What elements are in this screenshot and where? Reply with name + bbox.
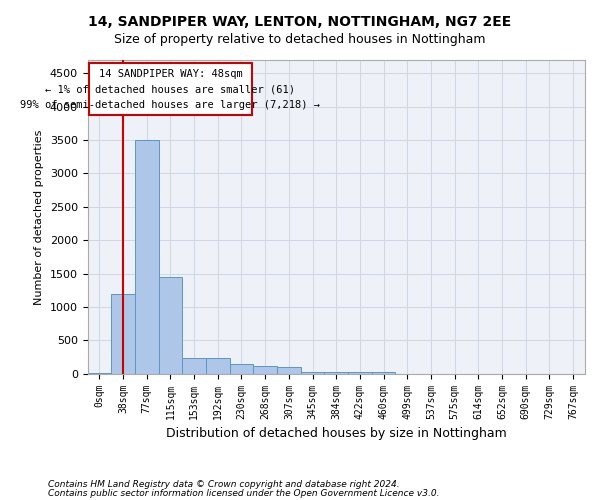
Bar bbox=[301, 372, 325, 374]
Text: Contains HM Land Registry data © Crown copyright and database right 2024.: Contains HM Land Registry data © Crown c… bbox=[48, 480, 400, 489]
Bar bbox=[230, 364, 253, 374]
Bar bbox=[325, 372, 348, 374]
Bar bbox=[372, 372, 395, 374]
Bar bbox=[111, 294, 135, 374]
Text: Contains public sector information licensed under the Open Government Licence v3: Contains public sector information licen… bbox=[48, 488, 439, 498]
Bar bbox=[277, 367, 301, 374]
Text: 99% of semi-detached houses are larger (7,218) →: 99% of semi-detached houses are larger (… bbox=[20, 100, 320, 110]
Bar bbox=[348, 372, 372, 374]
Y-axis label: Number of detached properties: Number of detached properties bbox=[34, 129, 44, 304]
Text: Size of property relative to detached houses in Nottingham: Size of property relative to detached ho… bbox=[114, 32, 486, 46]
Bar bbox=[206, 358, 230, 374]
Text: 14 SANDPIPER WAY: 48sqm: 14 SANDPIPER WAY: 48sqm bbox=[98, 68, 242, 78]
X-axis label: Distribution of detached houses by size in Nottingham: Distribution of detached houses by size … bbox=[166, 427, 506, 440]
FancyBboxPatch shape bbox=[89, 64, 252, 116]
Bar bbox=[253, 366, 277, 374]
Bar bbox=[158, 277, 182, 374]
Bar bbox=[182, 358, 206, 374]
Bar bbox=[135, 140, 158, 374]
Text: 14, SANDPIPER WAY, LENTON, NOTTINGHAM, NG7 2EE: 14, SANDPIPER WAY, LENTON, NOTTINGHAM, N… bbox=[88, 15, 512, 29]
Text: ← 1% of detached houses are smaller (61): ← 1% of detached houses are smaller (61) bbox=[46, 84, 295, 94]
Bar bbox=[88, 373, 111, 374]
